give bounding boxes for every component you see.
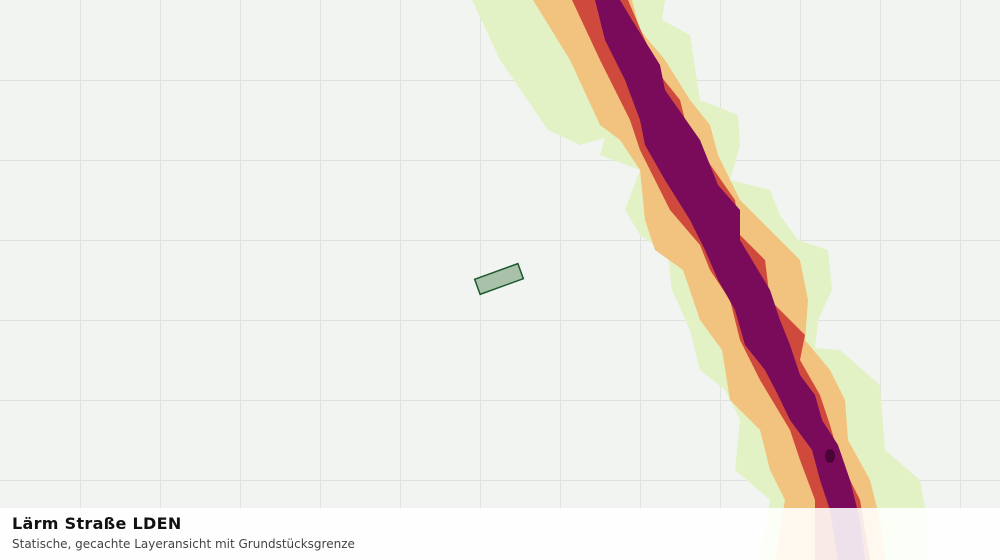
info-footer: Lärm Straße LDEN Statische, gecachte Lay… xyxy=(0,508,1000,560)
parcel-boundary xyxy=(473,262,525,296)
layer-title: Lärm Straße LDEN xyxy=(12,514,182,533)
noise-band-very-high xyxy=(595,0,865,560)
layer-subtitle: Statische, gecachte Layeransicht mit Gru… xyxy=(12,537,355,551)
noise-hotspot xyxy=(825,449,835,463)
